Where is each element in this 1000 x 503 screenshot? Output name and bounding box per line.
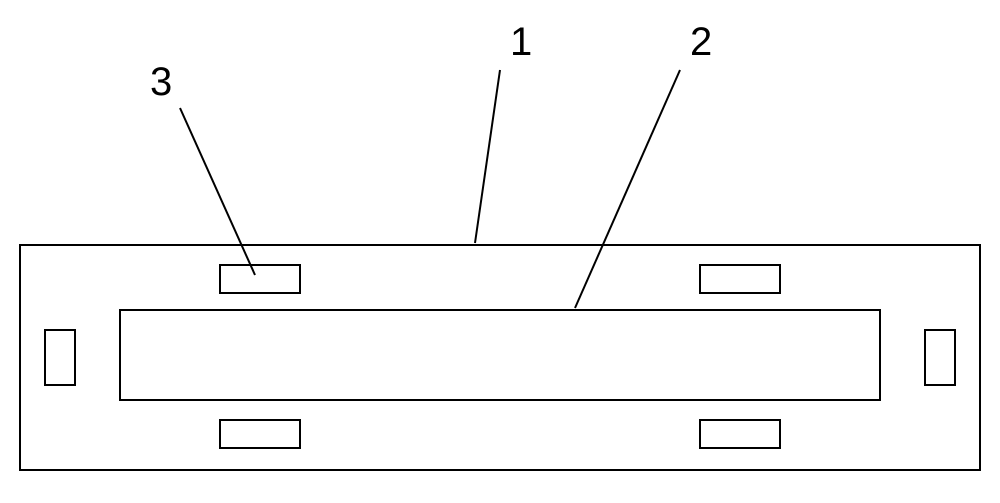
label-2: 2 <box>690 20 712 64</box>
small-rect-top-left <box>220 265 300 293</box>
small-rect-bot-left <box>220 420 300 448</box>
diagram-svg: 1 2 3 <box>0 0 1000 503</box>
small-rect-top-right <box>700 265 780 293</box>
inner-frame <box>120 310 880 400</box>
small-rect-bot-right <box>700 420 780 448</box>
leader-3 <box>180 108 255 275</box>
label-1: 1 <box>510 20 532 64</box>
label-3: 3 <box>150 60 172 104</box>
leader-2 <box>575 70 680 308</box>
small-rect-right <box>925 330 955 385</box>
small-rect-left <box>45 330 75 385</box>
outer-frame <box>20 245 980 470</box>
leader-1 <box>475 70 500 243</box>
